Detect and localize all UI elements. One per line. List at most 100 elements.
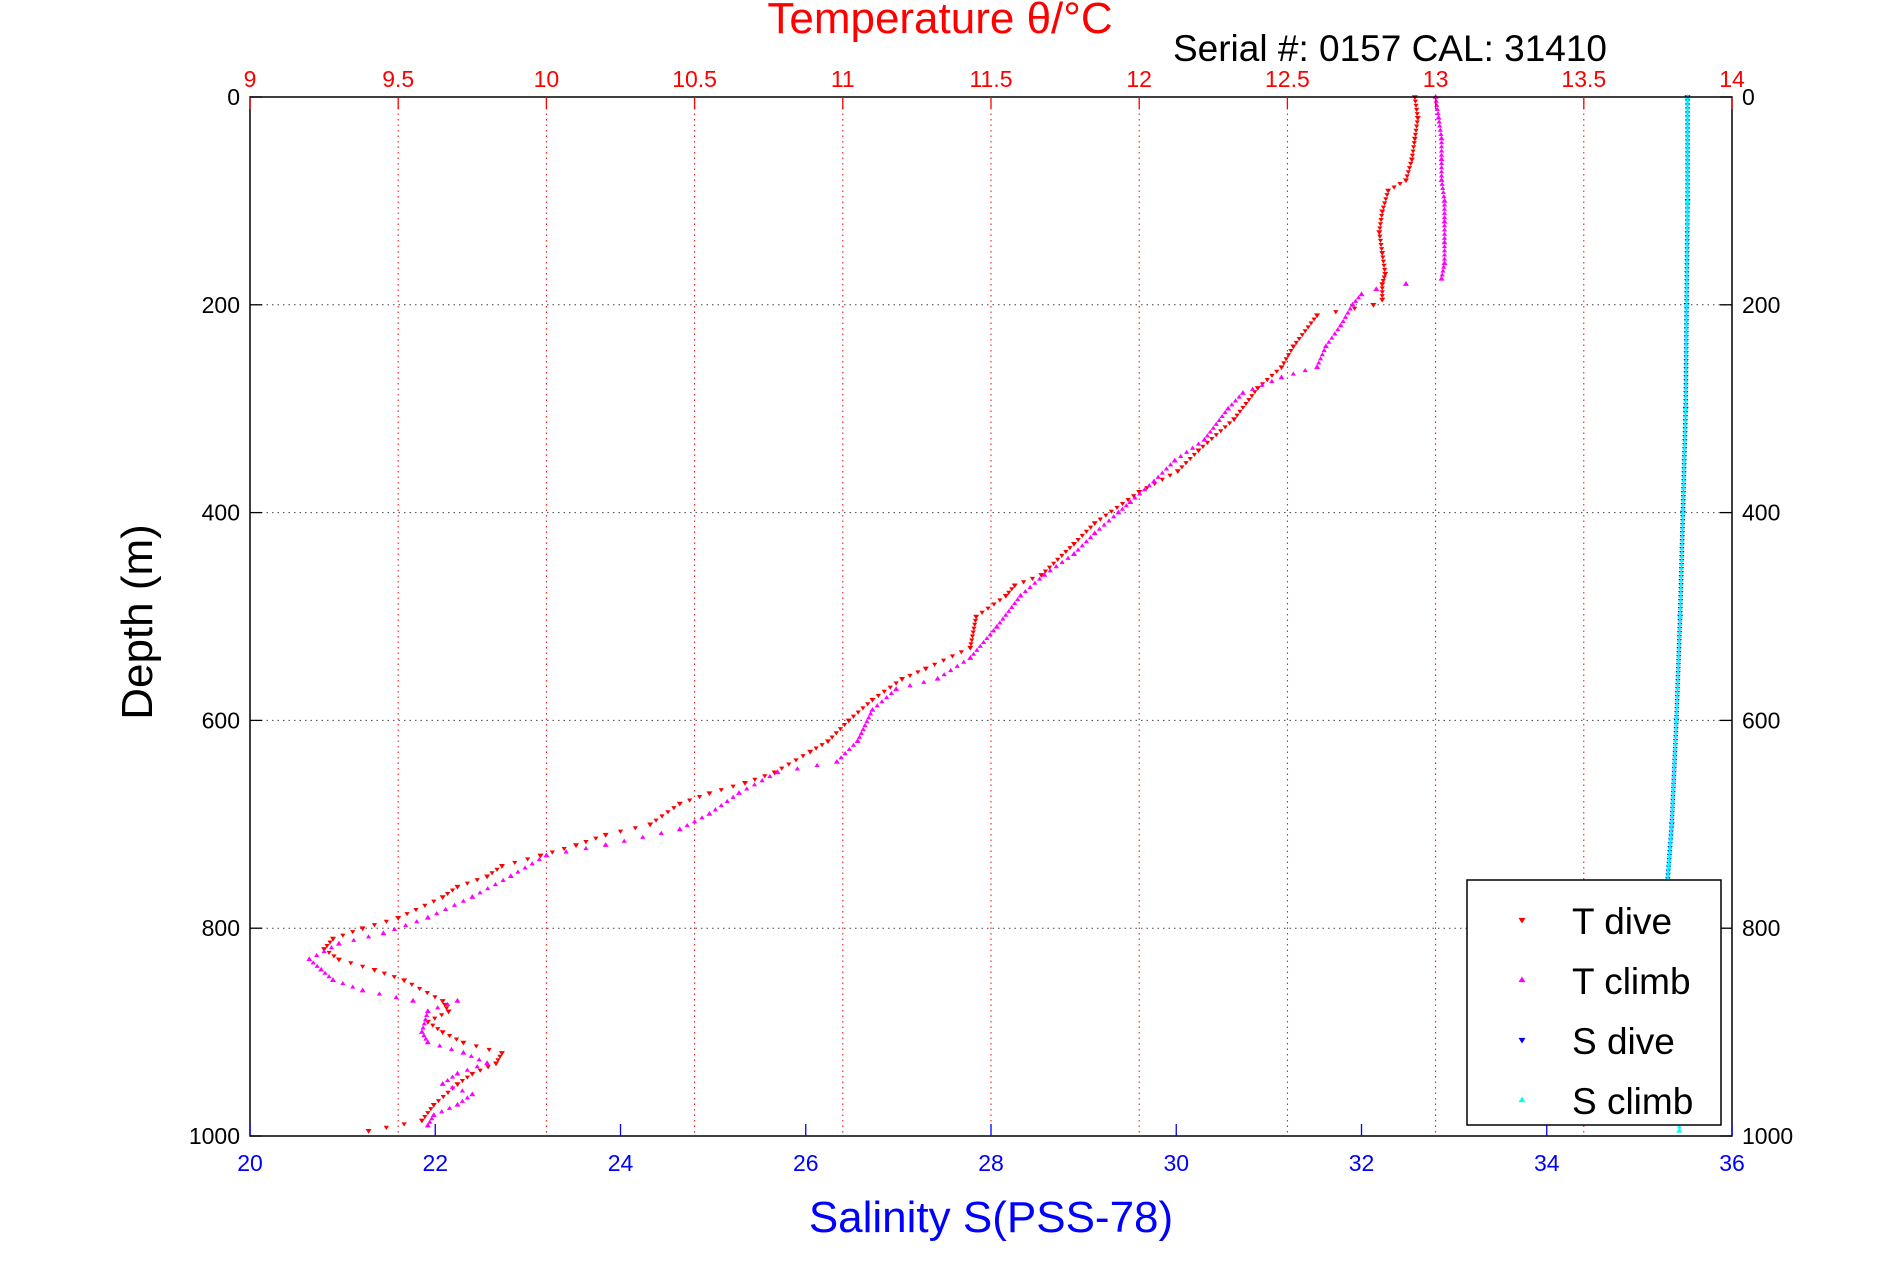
data-point [561, 846, 567, 852]
data-point [1225, 405, 1232, 411]
data-point [907, 683, 913, 688]
data-point [1438, 169, 1445, 174]
data-point [1103, 513, 1109, 518]
data-point [454, 1082, 461, 1088]
data-point [1408, 161, 1414, 167]
data-point [413, 907, 419, 913]
data-point [1683, 338, 1689, 343]
data-point [432, 995, 438, 1000]
data-point [858, 730, 864, 735]
data-point [1684, 258, 1690, 263]
data-point [1075, 538, 1081, 543]
data-point [422, 903, 428, 908]
data-point [1438, 135, 1445, 141]
data-point [1673, 721, 1679, 726]
data-point [1397, 182, 1403, 187]
data-point [454, 884, 461, 890]
data-point [865, 702, 871, 707]
data-point [1679, 509, 1686, 515]
data-point [977, 643, 983, 648]
data-point [1439, 181, 1445, 186]
data-point [1187, 457, 1193, 462]
data-point [1678, 581, 1684, 587]
data-point [1183, 461, 1189, 466]
data-point [1684, 270, 1690, 275]
data-point [371, 923, 378, 928]
data-point [1055, 557, 1061, 562]
data-point [1232, 398, 1239, 403]
data-point [1441, 218, 1448, 224]
data-point [1684, 206, 1691, 211]
data-point [653, 818, 659, 823]
data-point [1673, 733, 1679, 738]
data-point [969, 638, 975, 643]
data-point [1200, 444, 1206, 449]
data-point [1683, 314, 1690, 319]
data-point [351, 937, 357, 942]
data-point [324, 943, 330, 949]
data-point [1321, 347, 1327, 353]
data-point [1070, 551, 1077, 556]
data-point [1674, 693, 1680, 698]
data-point [1377, 234, 1383, 239]
data-point [1680, 502, 1686, 507]
data-point [1684, 142, 1691, 147]
data-point [833, 758, 840, 764]
data-point [340, 933, 346, 938]
data-point [430, 1103, 437, 1108]
data-point [1053, 564, 1059, 569]
data-point [1681, 470, 1687, 475]
data-point [1441, 264, 1447, 269]
data-point [1441, 214, 1448, 220]
data-point [453, 1037, 460, 1042]
legend-marker [1518, 976, 1526, 983]
data-point [1668, 837, 1674, 842]
data-point [460, 1040, 467, 1046]
data-point [1222, 425, 1228, 430]
data-point [866, 715, 872, 720]
data-point [1119, 501, 1126, 507]
data-point [706, 791, 713, 797]
data-point [1209, 437, 1215, 442]
data-point [1322, 343, 1329, 349]
data-point [1195, 448, 1202, 454]
data-point [1195, 441, 1202, 446]
data-point [1345, 310, 1351, 315]
data-point [1278, 374, 1285, 380]
data-point [1059, 553, 1065, 559]
data-point [445, 1077, 451, 1083]
data-point [1683, 398, 1689, 403]
data-point [1379, 282, 1386, 288]
data-point [1684, 138, 1691, 143]
data-point [512, 860, 518, 865]
data-point [1674, 685, 1681, 690]
data-point [874, 703, 880, 708]
data-point [1684, 150, 1691, 155]
data-point [445, 1001, 451, 1006]
data-point [1680, 506, 1686, 511]
data-point [1382, 267, 1388, 273]
legend-label: S climb [1572, 1081, 1693, 1122]
data-point [1684, 114, 1691, 119]
data-point [329, 936, 336, 942]
series-t-climb [306, 94, 1448, 1128]
data-point [1308, 321, 1314, 326]
data-point [1673, 717, 1680, 723]
data-point [984, 635, 990, 641]
data-point [985, 606, 991, 611]
data-point [437, 1043, 443, 1048]
data-point [970, 630, 976, 635]
data-point [1281, 361, 1287, 366]
salinity-tick-label: 22 [422, 1150, 448, 1176]
data-point [730, 784, 736, 789]
data-point [1335, 327, 1341, 332]
depth-tick-label-left: 200 [202, 292, 240, 318]
data-point [469, 1091, 476, 1097]
data-point [1684, 298, 1690, 303]
depth-tick-label-right: 0 [1742, 84, 1755, 110]
legend-box [1466, 879, 1722, 1126]
data-point [1682, 414, 1689, 419]
data-point [1684, 218, 1690, 223]
data-point [993, 623, 1000, 629]
data-point [1380, 278, 1386, 284]
